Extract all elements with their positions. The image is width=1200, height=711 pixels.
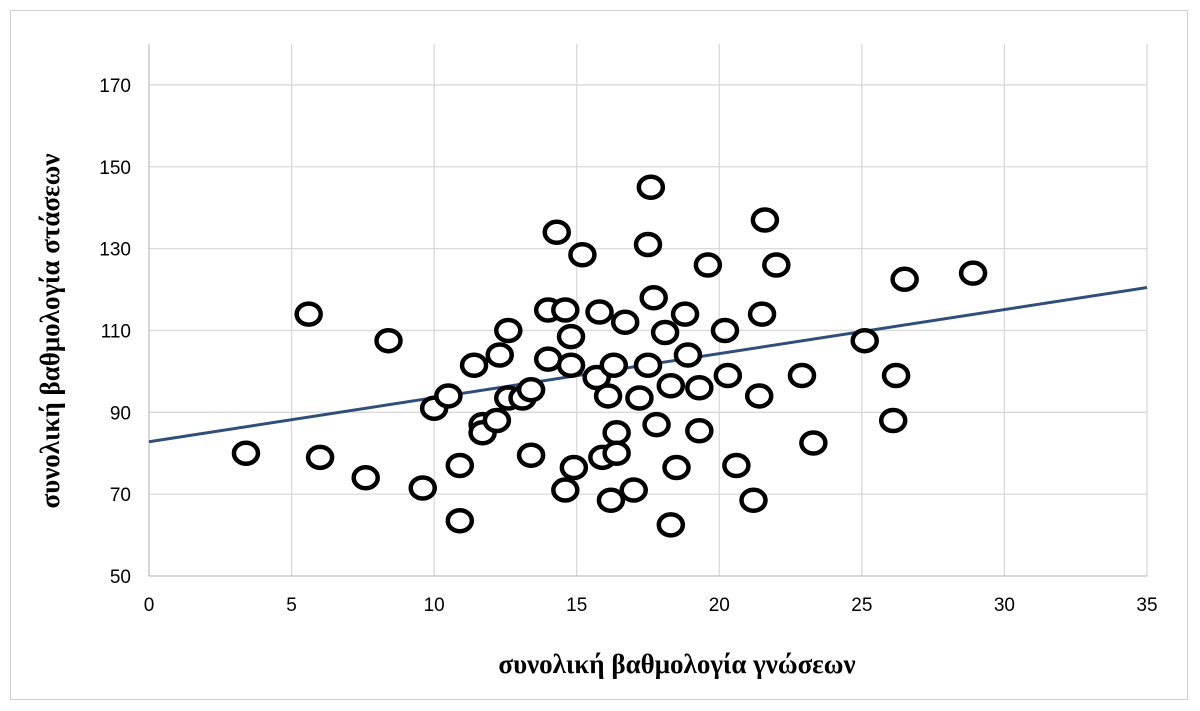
y-tick-label: 70 <box>110 485 131 506</box>
data-point <box>633 231 663 258</box>
data-point <box>850 327 879 354</box>
data-point <box>494 317 523 344</box>
data-point <box>585 299 614 325</box>
data-point <box>633 352 663 378</box>
data-point <box>408 475 437 501</box>
data-point <box>351 465 380 491</box>
data-point <box>231 440 261 466</box>
axes <box>148 44 1147 577</box>
data-point <box>878 407 908 434</box>
data-point <box>713 362 743 389</box>
data-point <box>596 487 626 514</box>
data-point <box>533 346 563 372</box>
data-point <box>374 327 403 354</box>
data-points <box>231 174 988 538</box>
data-point <box>294 301 323 327</box>
data-point <box>881 362 911 389</box>
data-point <box>656 512 686 538</box>
y-tick-label: 50 <box>110 567 131 588</box>
x-tick-labels: 0 5 10 15 20 25 30 35 <box>144 595 1158 616</box>
data-point <box>559 454 589 481</box>
x-tick-label: 25 <box>851 595 872 616</box>
x-tick-label: 10 <box>424 595 445 616</box>
chart-frame: 0 5 10 15 20 25 30 35 50 70 90 110 130 150 170 συνολι… <box>10 10 1188 700</box>
data-point <box>642 411 671 438</box>
data-point <box>787 362 817 389</box>
x-tick-label: 15 <box>566 595 587 616</box>
data-point <box>636 174 666 200</box>
data-point <box>610 309 640 336</box>
data-point <box>693 252 723 278</box>
y-tick-label: 130 <box>99 240 131 261</box>
data-point <box>673 342 703 368</box>
y-tick-label: 110 <box>101 321 131 342</box>
x-tick-label: 35 <box>1136 595 1157 616</box>
scatter-chart: 0 5 10 15 20 25 30 35 50 70 90 110 130 150 170 συνολι… <box>35 44 1158 679</box>
data-point <box>551 477 580 503</box>
data-point <box>599 352 629 378</box>
data-point <box>656 372 686 399</box>
data-point <box>739 487 768 514</box>
data-point <box>710 317 740 344</box>
data-point <box>445 508 475 534</box>
data-point <box>542 219 572 245</box>
data-point <box>670 301 700 327</box>
data-point <box>639 284 668 311</box>
data-point <box>650 319 680 346</box>
data-point <box>485 342 514 368</box>
data-point <box>445 452 475 479</box>
y-tick-label: 150 <box>99 158 131 179</box>
data-point <box>556 352 586 378</box>
data-point <box>747 301 777 327</box>
x-axis-title: συνολική βαθμολογία γνώσεων <box>498 649 855 679</box>
data-point <box>662 454 691 481</box>
data-point <box>305 444 335 471</box>
y-tick-label: 90 <box>110 403 131 424</box>
data-point <box>516 377 546 403</box>
data-point <box>890 266 919 293</box>
data-point <box>685 417 714 444</box>
data-point <box>625 385 654 411</box>
data-point <box>556 323 586 350</box>
data-point <box>459 352 489 378</box>
data-point <box>958 260 988 286</box>
y-tick-label: 170 <box>99 76 131 97</box>
data-point <box>602 420 631 446</box>
data-point <box>762 252 791 278</box>
x-tick-label: 0 <box>144 595 155 616</box>
x-tick-label: 5 <box>286 595 297 616</box>
data-point <box>551 297 580 323</box>
data-point <box>744 383 774 409</box>
data-point <box>593 383 623 409</box>
data-point <box>799 430 828 456</box>
data-point <box>685 375 714 401</box>
data-point <box>434 383 463 409</box>
data-point <box>619 477 648 503</box>
data-point <box>722 452 751 479</box>
data-point <box>568 242 597 268</box>
data-point <box>602 440 631 466</box>
y-axis-title: συνολική βαθμολογία στάσεων <box>35 154 65 509</box>
data-point <box>516 442 546 469</box>
data-point <box>482 407 512 434</box>
x-tick-label: 20 <box>709 595 730 616</box>
y-tick-labels: 50 70 90 110 130 150 170 <box>99 76 131 588</box>
data-point <box>750 207 780 233</box>
x-tick-label: 30 <box>994 595 1015 616</box>
